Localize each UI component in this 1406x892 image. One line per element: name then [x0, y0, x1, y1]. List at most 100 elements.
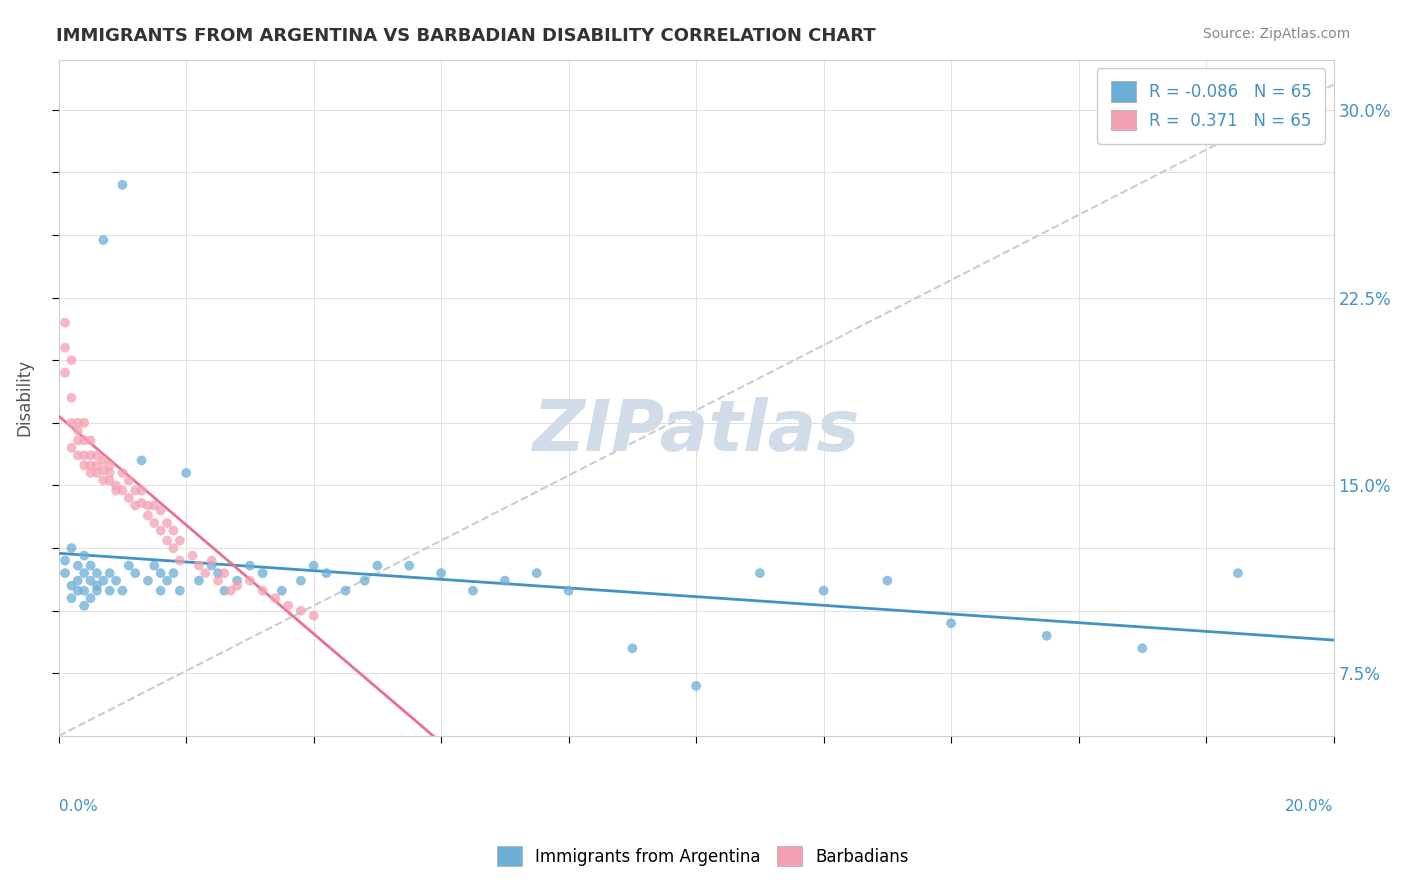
Point: [53, 341, 76, 355]
Point: [86, 566, 108, 581]
Point: [73, 416, 96, 430]
Point: [162, 566, 184, 581]
Point: [430, 566, 453, 581]
Point: [79, 458, 101, 473]
Point: [876, 574, 898, 588]
Point: [169, 533, 191, 548]
Text: 20.0%: 20.0%: [1285, 798, 1333, 814]
Point: [149, 524, 172, 538]
Point: [79, 434, 101, 448]
Point: [79, 574, 101, 588]
Point: [111, 483, 134, 498]
Point: [124, 566, 146, 581]
Point: [86, 579, 108, 593]
Point: [53, 366, 76, 380]
Point: [143, 558, 166, 573]
Point: [174, 466, 197, 480]
Point: [194, 566, 217, 581]
Point: [86, 449, 108, 463]
Point: [149, 583, 172, 598]
Point: [366, 558, 388, 573]
Point: [60, 541, 83, 555]
Point: [252, 566, 274, 581]
Point: [98, 583, 121, 598]
Point: [73, 434, 96, 448]
Point: [813, 583, 835, 598]
Point: [219, 583, 242, 598]
Point: [143, 516, 166, 530]
Point: [60, 391, 83, 405]
Text: IMMIGRANTS FROM ARGENTINA VS BARBADIAN DISABILITY CORRELATION CHART: IMMIGRANTS FROM ARGENTINA VS BARBADIAN D…: [56, 27, 876, 45]
Point: [149, 503, 172, 517]
Point: [66, 574, 89, 588]
Legend: Immigrants from Argentina, Barbadians: Immigrants from Argentina, Barbadians: [488, 838, 918, 875]
Point: [98, 466, 121, 480]
Point: [162, 541, 184, 555]
Point: [111, 178, 134, 192]
Point: [79, 558, 101, 573]
Point: [239, 574, 262, 588]
Point: [156, 574, 179, 588]
Legend: R = -0.086   N = 65, R =  0.371   N = 65: R = -0.086 N = 65, R = 0.371 N = 65: [1098, 68, 1326, 144]
Point: [214, 583, 236, 598]
Point: [143, 499, 166, 513]
Point: [73, 449, 96, 463]
Point: [621, 641, 644, 656]
Point: [302, 558, 325, 573]
Point: [91, 453, 114, 467]
Point: [187, 574, 209, 588]
Point: [136, 508, 159, 523]
Point: [201, 553, 224, 567]
Text: Source: ZipAtlas.com: Source: ZipAtlas.com: [1202, 27, 1350, 41]
Point: [124, 483, 146, 498]
Point: [98, 458, 121, 473]
Point: [66, 449, 89, 463]
Point: [131, 453, 153, 467]
Point: [277, 599, 299, 613]
Point: [98, 566, 121, 581]
Point: [315, 566, 337, 581]
Point: [60, 353, 83, 368]
Point: [187, 558, 209, 573]
Point: [156, 516, 179, 530]
Point: [557, 583, 579, 598]
Point: [156, 533, 179, 548]
Point: [73, 549, 96, 563]
Point: [53, 316, 76, 330]
Point: [91, 474, 114, 488]
Point: [105, 574, 128, 588]
Point: [86, 583, 108, 598]
Point: [60, 591, 83, 606]
Point: [98, 474, 121, 488]
Point: [73, 566, 96, 581]
Point: [1035, 629, 1057, 643]
Point: [207, 566, 229, 581]
Point: [60, 441, 83, 455]
Point: [66, 423, 89, 437]
Point: [79, 591, 101, 606]
Point: [111, 466, 134, 480]
Point: [60, 579, 83, 593]
Point: [53, 566, 76, 581]
Point: [290, 604, 312, 618]
Point: [66, 434, 89, 448]
Point: [461, 583, 484, 598]
Point: [252, 583, 274, 598]
Point: [124, 499, 146, 513]
Point: [335, 583, 357, 598]
Point: [86, 458, 108, 473]
Point: [201, 558, 224, 573]
Point: [748, 566, 770, 581]
Point: [73, 583, 96, 598]
Point: [207, 574, 229, 588]
Point: [270, 583, 292, 598]
Text: 0.0%: 0.0%: [59, 798, 97, 814]
Point: [136, 499, 159, 513]
Point: [73, 599, 96, 613]
Point: [66, 416, 89, 430]
Point: [111, 583, 134, 598]
Text: ZIPatlas: ZIPatlas: [533, 397, 860, 467]
Point: [91, 463, 114, 477]
Point: [105, 483, 128, 498]
Point: [1130, 641, 1153, 656]
